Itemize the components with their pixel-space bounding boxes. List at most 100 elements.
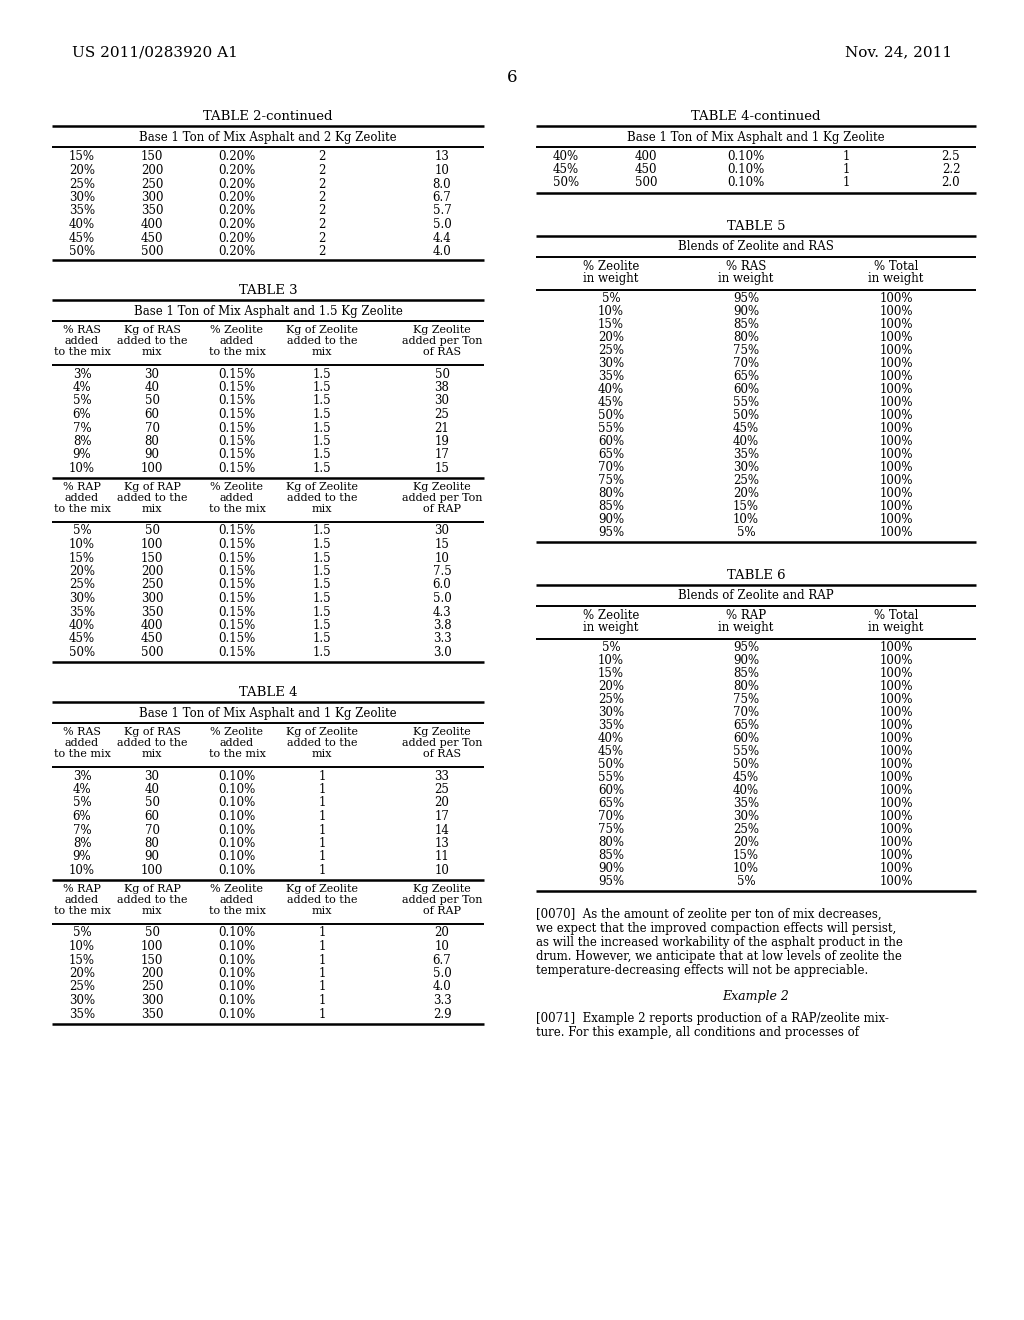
Text: % RAP: % RAP — [726, 609, 766, 622]
Text: added per Ton: added per Ton — [401, 337, 482, 346]
Text: to the mix: to the mix — [53, 347, 111, 356]
Text: in weight: in weight — [584, 620, 639, 634]
Text: 100%: 100% — [880, 822, 912, 836]
Text: 100%: 100% — [880, 513, 912, 525]
Text: 100%: 100% — [880, 680, 912, 693]
Text: 0.20%: 0.20% — [218, 191, 256, 205]
Text: 25: 25 — [434, 408, 450, 421]
Text: 55%: 55% — [598, 422, 624, 436]
Text: 0.10%: 0.10% — [218, 796, 256, 809]
Text: TABLE 6: TABLE 6 — [727, 569, 785, 582]
Text: added to the: added to the — [117, 337, 187, 346]
Text: 100%: 100% — [880, 318, 912, 331]
Text: 75%: 75% — [733, 693, 759, 706]
Text: 80%: 80% — [598, 836, 624, 849]
Text: 1: 1 — [318, 981, 326, 994]
Text: 0.15%: 0.15% — [218, 421, 256, 434]
Text: 100%: 100% — [880, 667, 912, 680]
Text: 50: 50 — [434, 367, 450, 380]
Text: mix: mix — [141, 748, 162, 759]
Text: 95%: 95% — [733, 642, 759, 653]
Text: to the mix: to the mix — [209, 347, 265, 356]
Text: 14: 14 — [434, 824, 450, 837]
Text: Blends of Zeolite and RAS: Blends of Zeolite and RAS — [678, 240, 834, 253]
Text: 0.15%: 0.15% — [218, 539, 256, 550]
Text: 40%: 40% — [69, 218, 95, 231]
Text: 100%: 100% — [880, 810, 912, 822]
Text: 400: 400 — [140, 619, 163, 632]
Text: 1: 1 — [318, 837, 326, 850]
Text: 30%: 30% — [733, 810, 759, 822]
Text: 6.7: 6.7 — [432, 191, 452, 205]
Text: 0.10%: 0.10% — [218, 783, 256, 796]
Text: % Zeolite: % Zeolite — [211, 884, 263, 894]
Text: 100%: 100% — [880, 345, 912, 356]
Text: 100%: 100% — [880, 849, 912, 862]
Text: to the mix: to the mix — [209, 906, 265, 916]
Text: 38: 38 — [434, 381, 450, 393]
Text: in weight: in weight — [718, 620, 774, 634]
Text: 0.20%: 0.20% — [218, 231, 256, 244]
Text: 50: 50 — [144, 796, 160, 809]
Text: 9%: 9% — [73, 850, 91, 863]
Text: 5%: 5% — [736, 525, 756, 539]
Text: 3.8: 3.8 — [433, 619, 452, 632]
Text: 10: 10 — [434, 552, 450, 565]
Text: 60%: 60% — [598, 436, 624, 447]
Text: 0.20%: 0.20% — [218, 205, 256, 218]
Text: 400: 400 — [635, 149, 657, 162]
Text: 0.15%: 0.15% — [218, 395, 256, 408]
Text: % Total: % Total — [873, 609, 919, 622]
Text: 50%: 50% — [553, 177, 579, 190]
Text: 50: 50 — [144, 927, 160, 940]
Text: 4%: 4% — [73, 783, 91, 796]
Text: 1: 1 — [318, 953, 326, 966]
Text: 100%: 100% — [880, 436, 912, 447]
Text: to the mix: to the mix — [209, 504, 265, 513]
Text: 0.10%: 0.10% — [218, 810, 256, 822]
Text: 90%: 90% — [598, 513, 624, 525]
Text: 90%: 90% — [733, 305, 759, 318]
Text: 30: 30 — [144, 367, 160, 380]
Text: 45%: 45% — [598, 744, 624, 758]
Text: 100%: 100% — [880, 396, 912, 409]
Text: % Zeolite: % Zeolite — [583, 609, 639, 622]
Text: 100%: 100% — [880, 862, 912, 875]
Text: 33: 33 — [434, 770, 450, 783]
Text: 0.10%: 0.10% — [218, 770, 256, 783]
Text: 70%: 70% — [733, 356, 759, 370]
Text: 75%: 75% — [598, 474, 624, 487]
Text: TABLE 5: TABLE 5 — [727, 220, 785, 234]
Text: 50%: 50% — [733, 758, 759, 771]
Text: 40%: 40% — [69, 619, 95, 632]
Text: 0.15%: 0.15% — [218, 606, 256, 619]
Text: 5.0: 5.0 — [432, 591, 452, 605]
Text: to the mix: to the mix — [209, 748, 265, 759]
Text: 0.15%: 0.15% — [218, 632, 256, 645]
Text: 100%: 100% — [880, 706, 912, 719]
Text: 65%: 65% — [598, 797, 624, 810]
Text: 2.0: 2.0 — [942, 177, 961, 190]
Text: 100%: 100% — [880, 422, 912, 436]
Text: 100%: 100% — [880, 797, 912, 810]
Text: Kg of RAP: Kg of RAP — [124, 884, 180, 894]
Text: 350: 350 — [140, 1007, 163, 1020]
Text: % Zeolite: % Zeolite — [211, 482, 263, 492]
Text: % RAP: % RAP — [63, 482, 101, 492]
Text: 0.10%: 0.10% — [218, 1007, 256, 1020]
Text: 0.15%: 0.15% — [218, 619, 256, 632]
Text: 9%: 9% — [73, 449, 91, 462]
Text: 60%: 60% — [733, 383, 759, 396]
Text: 0.15%: 0.15% — [218, 436, 256, 447]
Text: 60%: 60% — [598, 784, 624, 797]
Text: 1.5: 1.5 — [312, 578, 332, 591]
Text: 100%: 100% — [880, 693, 912, 706]
Text: 15%: 15% — [733, 849, 759, 862]
Text: [0070]  As the amount of zeolite per ton of mix decreases,: [0070] As the amount of zeolite per ton … — [536, 908, 882, 921]
Text: Kg Zeolite: Kg Zeolite — [413, 482, 471, 492]
Text: 1.5: 1.5 — [312, 449, 332, 462]
Text: 150: 150 — [141, 953, 163, 966]
Text: 100%: 100% — [880, 370, 912, 383]
Text: 5%: 5% — [602, 292, 621, 305]
Text: added: added — [65, 337, 99, 346]
